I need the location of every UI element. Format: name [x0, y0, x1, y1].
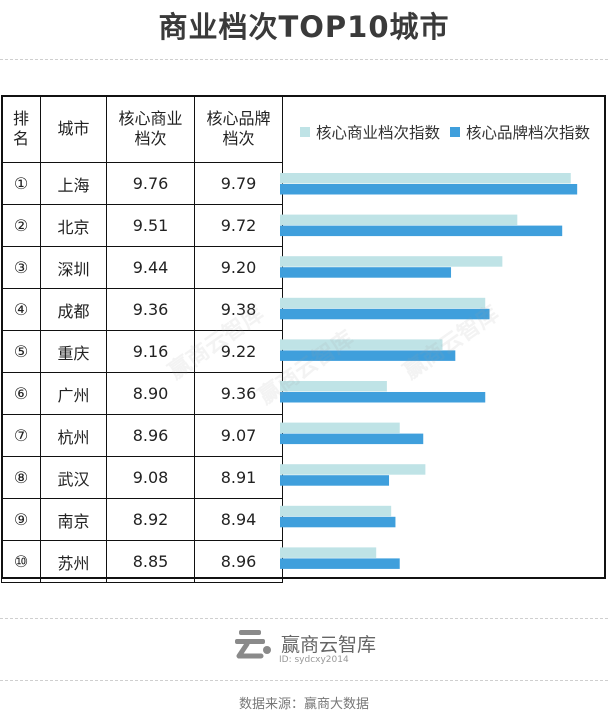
rank-cell: ⑦: [1, 414, 41, 457]
header-line-2: 档次: [134, 129, 167, 148]
brand-value: 9.79: [194, 162, 283, 205]
city-cell: 上海: [40, 162, 107, 205]
legend-item-commercial: 核心商业档次指数: [300, 121, 440, 143]
city-cell: 深圳: [40, 246, 107, 289]
table-row: ⑨ 南京 8.92 8.94: [1, 498, 283, 541]
city-cell: 武汉: [40, 456, 107, 499]
commercial-value: 9.76: [106, 162, 195, 205]
top-divider: [0, 59, 608, 60]
table-row: ① 上海 9.76 9.79: [1, 162, 283, 205]
brand-value: 8.96: [194, 540, 283, 583]
legend-swatch-commercial: [300, 127, 310, 137]
rank-cell: ⑨: [1, 498, 41, 541]
city-cell: 重庆: [40, 330, 107, 373]
bar-commercial-3: [280, 297, 486, 309]
header-rank-label: 排名: [13, 109, 29, 148]
table-row: ⑦ 杭州 8.96 9.07: [1, 414, 283, 457]
bar-brand-9: [280, 558, 400, 569]
legend-label-brand: 核心品牌档次指数: [466, 124, 591, 142]
bar-brand-5: [280, 392, 486, 403]
header-brand-label: 核心品牌 档次: [206, 109, 270, 148]
brand-value: 9.72: [194, 204, 283, 247]
bar-brand-1: [280, 225, 563, 237]
brand-logo: 赢商云智库 ID: sydcxy2014: [235, 628, 377, 665]
logo-id: ID: sydcxy2014: [279, 655, 349, 665]
table-row: ⑥ 广州 8.90 9.36: [1, 372, 283, 415]
logo-name: 赢商云智库: [281, 634, 377, 656]
commercial-value: 8.85: [106, 540, 195, 583]
bar-brand-0: [280, 184, 578, 195]
header-commercial: 核心商业 档次: [106, 95, 195, 163]
bar-brand-8: [280, 516, 396, 528]
bar-commercial-0: [280, 173, 571, 184]
bar-commercial-6: [280, 422, 400, 434]
cloud-logo-icon: [235, 630, 271, 659]
page-title: 商业档次TOP10城市: [158, 10, 450, 44]
commercial-value: 9.08: [106, 456, 195, 499]
rank-cell: ③: [1, 246, 41, 289]
bar-commercial-4: [280, 339, 443, 350]
bar-commercial-8: [280, 505, 392, 517]
header-city: 城市: [40, 95, 107, 163]
table-header-row: 排名 城市 核心商业 档次 核心品牌 档次: [1, 95, 283, 163]
bar-brand-3: [280, 308, 490, 320]
bar-brand-6: [280, 433, 424, 445]
bar-commercial-9: [280, 547, 377, 558]
header-line-2: 名: [12, 129, 29, 148]
data-source: 数据来源：赢商大数据: [238, 697, 369, 712]
header-line-2: 档次: [222, 129, 255, 148]
bar-commercial-2: [280, 256, 503, 267]
brand-value: 9.36: [194, 372, 283, 415]
rank-cell: ④: [1, 288, 41, 331]
commercial-value: 9.44: [106, 246, 195, 289]
header-line-1: 核心品牌: [206, 109, 271, 128]
bar-brand-4: [280, 350, 456, 361]
header-brand: 核心品牌 档次: [194, 95, 283, 163]
bar-commercial-7: [280, 464, 426, 475]
brand-value: 9.38: [194, 288, 283, 331]
legend-swatch-brand: [450, 127, 461, 137]
commercial-value: 8.92: [106, 498, 195, 541]
legend-item-brand: 核心品牌档次指数: [450, 121, 590, 143]
header-line-1: 排: [12, 109, 29, 128]
bottom-divider: [0, 680, 608, 681]
chart-legend: 核心商业档次指数 核心品牌档次指数: [300, 121, 600, 143]
bar-commercial-5: [280, 381, 387, 392]
bar-commercial-1: [280, 214, 518, 226]
bar-brand-7: [280, 475, 390, 486]
middle-divider: [0, 618, 608, 619]
legend-label-commercial: 核心商业档次指数: [316, 124, 441, 142]
ranking-table: 排名 城市 核心商业 档次 核心品牌 档次 ① 上海 9.76 9.79 ② 北京 9.51 9.…: [1, 95, 283, 583]
city-cell: 广州: [40, 372, 107, 415]
bar-brand-2: [280, 267, 452, 278]
table-row: ③ 深圳 9.44 9.20: [1, 246, 283, 289]
rank-cell: ⑩: [1, 540, 41, 583]
city-cell: 成都: [40, 288, 107, 331]
rank-cell: ①: [1, 162, 41, 205]
header-commercial-label: 核心商业 档次: [118, 109, 182, 148]
rank-cell: ⑤: [1, 330, 41, 373]
brand-value: 9.07: [194, 414, 283, 457]
commercial-value: 9.36: [106, 288, 195, 331]
rank-cell: ②: [1, 204, 41, 247]
table-row: ④ 成都 9.36 9.38: [1, 288, 283, 331]
commercial-value: 8.90: [106, 372, 195, 415]
table-row: ⑩ 苏州 8.85 8.96: [1, 540, 283, 583]
header-line-1: 核心商业: [118, 109, 183, 128]
table-row: ② 北京 9.51 9.72: [1, 204, 283, 247]
